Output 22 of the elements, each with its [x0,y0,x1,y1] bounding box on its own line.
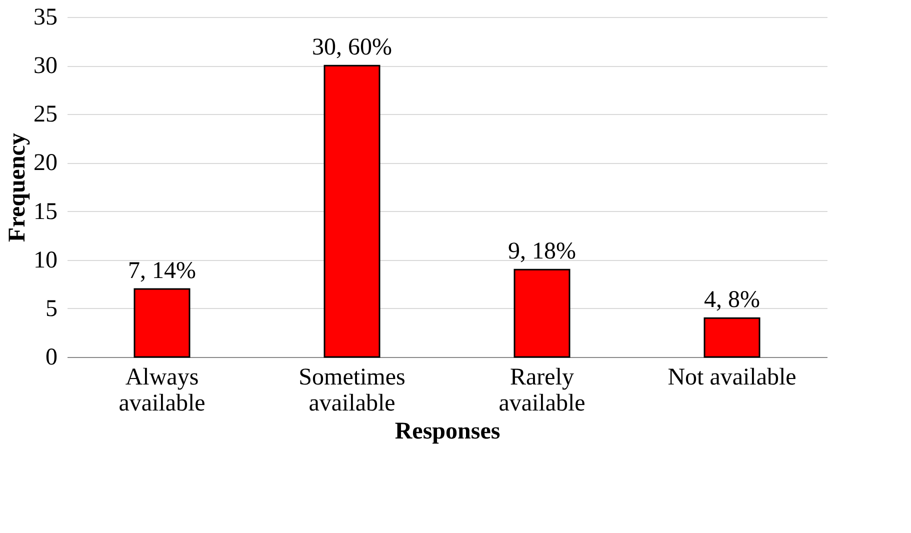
y-tick-label: 30 [34,53,58,80]
y-tick-label: 5 [46,296,58,322]
data-label: 4, 8% [704,287,760,314]
data-label: 30, 60% [312,34,392,61]
x-axis-title: Responses [394,418,500,444]
y-axis-title: Frequency [4,133,30,242]
x-tick-label: Rarely available [498,364,586,416]
x-tick-label: Always available [118,364,206,416]
bar [514,268,570,358]
data-label: 9, 18% [508,238,576,265]
y-tick-label: 20 [34,150,58,176]
bar [704,317,760,358]
bar [324,64,380,358]
y-tick-label: 25 [34,102,58,128]
x-tick-label: Not available [668,364,796,390]
y-tick-label: 35 [34,4,58,30]
y-tick-label: 10 [34,247,58,274]
bar [134,288,190,358]
y-tick-label: 15 [34,198,58,225]
x-tick-label: Sometimes available [298,364,406,416]
data-label: 7, 14% [128,258,196,284]
y-tick-label: 0 [46,344,58,370]
